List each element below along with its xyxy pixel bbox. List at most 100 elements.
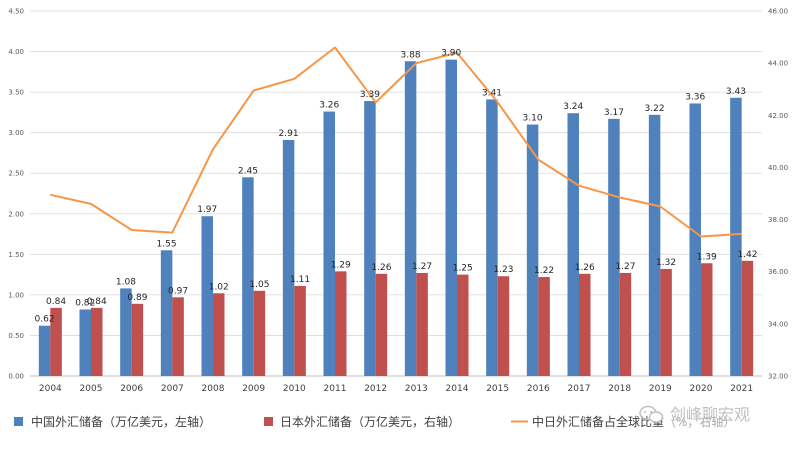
right-tick-label: 42.00 <box>768 112 788 120</box>
bar-japan-2017 <box>579 273 591 376</box>
label-japan-2016: 1.22 <box>534 266 554 276</box>
bar-japan-2019 <box>660 268 672 376</box>
data-labels: 0.620.84 0.820.841.080.891.550.971.971.02… <box>35 49 758 325</box>
bar-china-2020 <box>689 103 701 376</box>
label-japan-2006: 0.89 <box>127 293 147 303</box>
line-share <box>50 46 742 238</box>
x-tick-label: 2019 <box>649 384 672 394</box>
label-china-2012: 3.39 <box>360 90 380 100</box>
x-tick-label: 2005 <box>80 384 103 394</box>
x-tick-label: 2008 <box>202 384 225 394</box>
left-tick-label: 1.50 <box>8 251 24 259</box>
legend-label-japan: 日本外汇储备（万亿美元，右轴） <box>280 414 460 429</box>
bar-china-2011 <box>323 111 335 377</box>
bar-china-2004 <box>38 325 51 376</box>
bar-china-2021 <box>730 97 742 377</box>
bar-china-2012 <box>364 101 376 377</box>
x-tick-label: 2006 <box>120 384 143 394</box>
bar-japan-2004 <box>50 307 62 376</box>
left-tick-label: 3.50 <box>8 89 24 97</box>
label-china-2010: 2.91 <box>279 129 299 139</box>
bar-china-2006 <box>120 288 132 376</box>
x-tick-label: 2016 <box>527 384 550 394</box>
label-china-2007: 1.55 <box>157 239 177 249</box>
label-japan-2019: 1.32 <box>656 258 676 268</box>
bar-japan-2011 <box>335 271 347 376</box>
label-china-2014: 3.90 <box>441 49 461 59</box>
label-japan-2021: 1.42 <box>737 250 757 260</box>
bar-japan-2021 <box>741 260 754 376</box>
label-japan-2009: 1.05 <box>249 280 269 290</box>
label-japan-2012: 1.26 <box>371 263 391 273</box>
bar-china-2007 <box>160 250 173 376</box>
bar-japan-2009 <box>253 290 266 376</box>
x-tick-label: 2021 <box>730 384 753 394</box>
bar-china-2005 <box>79 309 91 376</box>
watermark: 剑峰聊宏观 <box>639 399 794 427</box>
label-china-2020: 3.36 <box>685 92 705 102</box>
right-tick-label: 34.00 <box>768 320 788 328</box>
label-china-2013: 3.88 <box>401 50 421 60</box>
bar-china-2018 <box>608 118 620 376</box>
label-china-2009: 2.45 <box>238 166 258 176</box>
left-tick-label: 0.50 <box>8 332 24 340</box>
bar-china-2016 <box>526 124 539 376</box>
label-japan-2007: 0.97 <box>168 286 188 296</box>
bar-japan-2018 <box>619 272 632 376</box>
left-tick-label: 4.00 <box>8 48 24 56</box>
label-japan-2014: 1.25 <box>453 264 473 274</box>
label-japan-2011: 1.29 <box>331 260 351 270</box>
legend: 中国外汇储备（万亿美元，左轴） 日本外汇储备（万亿美元，右轴） 中日外汇储备占全… <box>14 414 735 429</box>
bar-japan-2012 <box>375 273 388 376</box>
label-japan-2015: 1.23 <box>493 265 513 275</box>
label-china-2019: 3.22 <box>645 104 665 114</box>
x-tick-label: 2011 <box>324 384 347 394</box>
label-japan-2004: 0.84 <box>46 297 66 307</box>
right-tick-label: 32.00 <box>768 373 788 381</box>
bar-japan-2006 <box>131 303 144 376</box>
x-tick-label: 2018 <box>608 384 631 394</box>
x-tick-label: 2004 <box>39 384 62 394</box>
label-japan-2017: 1.26 <box>575 263 595 273</box>
bar-china-2015 <box>486 99 498 377</box>
x-tick-label: 2013 <box>405 384 428 394</box>
label-japan-2010: 1.11 <box>290 275 310 285</box>
bar-japan-2008 <box>213 293 225 376</box>
label-china-2021: 3.43 <box>726 87 746 97</box>
bar-china-2010 <box>282 139 295 376</box>
label-japan-2013: 1.27 <box>412 262 432 272</box>
label-japan-2005: 0.84 <box>87 297 107 307</box>
right-axis: 32.00 34.00 36.00 38.00 40.00 42.00 44.00 46.00 <box>768 8 788 381</box>
share-line <box>50 46 742 238</box>
label-japan-2018: 1.27 <box>615 262 635 272</box>
wechat-icon <box>639 405 664 423</box>
label-china-2011: 3.26 <box>319 101 339 111</box>
x-axis: 2004 2005 2006 2007 2008 2009 2010 2011 2012 2013… <box>39 384 753 394</box>
bar-china-2019 <box>648 114 661 377</box>
x-tick-label: 2015 <box>486 384 509 394</box>
left-tick-label: 1.00 <box>8 291 24 299</box>
label-china-2008: 1.97 <box>197 205 217 215</box>
bar-china-2009 <box>242 177 254 376</box>
bar-japan-2020 <box>701 263 713 376</box>
legend-swatch-japan <box>264 417 273 426</box>
bar-japan-2010 <box>294 285 306 376</box>
x-tick-label: 2012 <box>364 384 387 394</box>
right-tick-label: 40.00 <box>768 164 788 172</box>
bar-china-2014 <box>445 59 457 377</box>
right-tick-label: 38.00 <box>768 216 788 224</box>
bars <box>38 59 754 377</box>
right-tick-label: 44.00 <box>768 60 788 68</box>
label-china-2015: 3.41 <box>482 88 502 98</box>
bar-china-2013 <box>404 61 417 377</box>
left-tick-label: 0.00 <box>8 373 24 381</box>
watermark-text: 剑峰聊宏观 <box>670 405 750 424</box>
bar-china-2008 <box>201 216 213 376</box>
x-tick-label: 2020 <box>690 384 713 394</box>
label-china-2005: 0.82 <box>75 298 95 308</box>
label-china-2016: 3.10 <box>523 114 543 124</box>
legend-label-china: 中国外汇储备（万亿美元，左轴） <box>31 414 211 429</box>
left-tick-label: 2.50 <box>8 170 24 178</box>
